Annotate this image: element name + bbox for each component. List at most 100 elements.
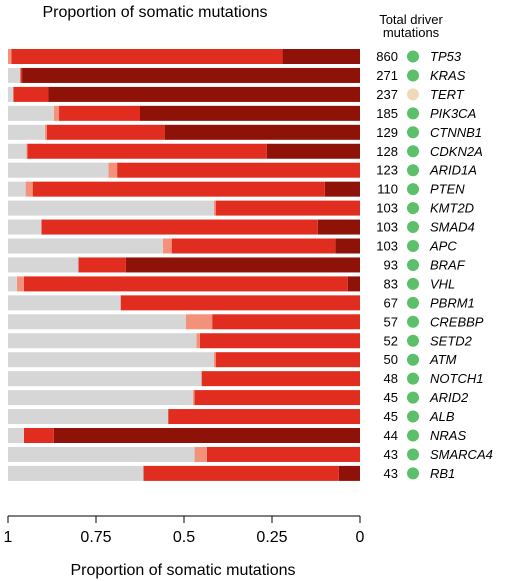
status-dot [407, 296, 419, 309]
bar-segment-red [23, 276, 348, 292]
bar-segment-dark-red [347, 276, 360, 292]
bar-row-tp53 [8, 49, 360, 64]
status-dot [407, 315, 419, 328]
bar-segment-salmon [53, 105, 60, 121]
bar-segment-dark-red [324, 181, 360, 197]
bar-segment-light-grey [8, 257, 79, 273]
bar-segment-light-grey [8, 333, 197, 349]
total-count-label: 129 [376, 125, 398, 140]
total-count-label: 103 [376, 201, 398, 216]
bar-segment-red [171, 238, 336, 254]
gene-name-label: RB1 [430, 466, 455, 481]
status-dot [407, 50, 419, 63]
gene-name-label: PIK3CA [430, 106, 476, 121]
status-dot [407, 410, 419, 423]
bar-segment-red [215, 352, 360, 368]
bar-row-smad4 [8, 219, 360, 235]
row-labels-group: 860 TP53 271 KRAS 237 TERT 185 PIK3CA 129 CTNNB1 1… [376, 49, 493, 481]
bar-segment-red [59, 105, 140, 121]
status-dot [407, 467, 419, 480]
bar-row-atm [8, 352, 360, 368]
bar-segment-red [78, 257, 126, 273]
bar-row-pbrm1 [8, 295, 360, 311]
bar-segment-salmon [213, 200, 216, 216]
bar-row-apc [8, 238, 360, 254]
bar-segment-light-grey [8, 86, 14, 102]
bar-segment-light-grey [8, 390, 193, 406]
bar-segment-red [46, 124, 165, 140]
bar-segment-red [11, 49, 283, 64]
bar-row-kmt2d [8, 200, 360, 216]
bar-segment-salmon [8, 49, 12, 64]
bar-segment-red [120, 295, 360, 311]
x-tick-label: 1 [4, 529, 13, 546]
bar-segment-salmon [192, 390, 195, 406]
status-dot [407, 353, 419, 366]
gene-name-label: ARID2 [429, 390, 469, 405]
status-dot [407, 145, 419, 158]
bar-segment-dark-red [164, 124, 360, 140]
total-driver-header-line2: mutations [383, 25, 440, 40]
bar-row-smarca4 [8, 446, 360, 462]
total-count-label: 237 [376, 87, 398, 102]
bar-segment-light-grey [8, 105, 54, 121]
gene-name-label: KRAS [430, 68, 466, 83]
bar-row-notch1 [8, 371, 360, 387]
bar-segment-light-grey [8, 200, 214, 216]
gene-name-label: PBRM1 [430, 295, 475, 310]
bar-row-vhl [8, 276, 360, 292]
status-dot [407, 69, 419, 82]
gene-name-label: SMARCA4 [430, 447, 493, 462]
bar-row-tert [8, 86, 360, 102]
gene-name-label: TP53 [430, 49, 462, 64]
bar-segment-light-grey [8, 428, 24, 443]
bar-segment-light-grey [8, 409, 169, 425]
bar-row-rb1 [8, 465, 360, 481]
bar-segment-light-grey [8, 295, 121, 311]
status-dot [407, 372, 419, 385]
status-dot [407, 334, 419, 347]
bar-row-pten [8, 181, 360, 197]
status-dot [407, 429, 419, 442]
status-dot [407, 88, 419, 101]
bar-row-crebbp [8, 314, 360, 330]
bar-segment-salmon [26, 143, 28, 159]
bar-segment-light-grey [8, 219, 42, 235]
total-count-label: 83 [384, 276, 398, 291]
bar-segment-red [194, 390, 360, 406]
x-tick-label: 0.25 [256, 529, 287, 546]
bar-segment-light-grey [8, 352, 214, 368]
gene-name-label: APC [429, 239, 457, 254]
bar-segment-salmon [185, 314, 213, 330]
bar-segment-dark-red [53, 428, 360, 443]
gene-name-label: TERT [430, 87, 465, 102]
bar-segment-red [168, 409, 360, 425]
x-tick-label: 0.5 [173, 529, 195, 546]
bar-segment-red [199, 333, 360, 349]
total-count-label: 103 [376, 239, 398, 254]
bar-row-kras [8, 67, 361, 83]
bar-segment-dark-red [125, 257, 360, 273]
bar-row-pik3ca [8, 105, 360, 121]
bar-segment-light-grey [8, 143, 27, 159]
x-tick-label: 0 [356, 529, 365, 546]
bar-segment-red [206, 446, 360, 462]
bar-segment-red [117, 162, 361, 178]
x-axis-label: Proportion of somatic mutations [71, 562, 296, 579]
bar-segment-salmon [25, 181, 33, 197]
gene-name-label: CREBBP [430, 314, 484, 329]
total-count-label: 48 [384, 371, 398, 386]
bar-segment-dark-red [317, 219, 360, 235]
bar-segment-light-grey [8, 181, 26, 197]
bar-segment-salmon [162, 238, 172, 254]
total-count-label: 128 [376, 144, 398, 159]
status-dot [407, 183, 419, 196]
bar-segment-salmon [196, 333, 200, 349]
status-dot [407, 448, 419, 461]
bar-segment-red [13, 86, 49, 102]
bar-row-arid1a [8, 162, 361, 178]
total-count-label: 67 [384, 295, 398, 310]
bar-segment-red [32, 181, 325, 197]
status-dot [407, 391, 419, 404]
